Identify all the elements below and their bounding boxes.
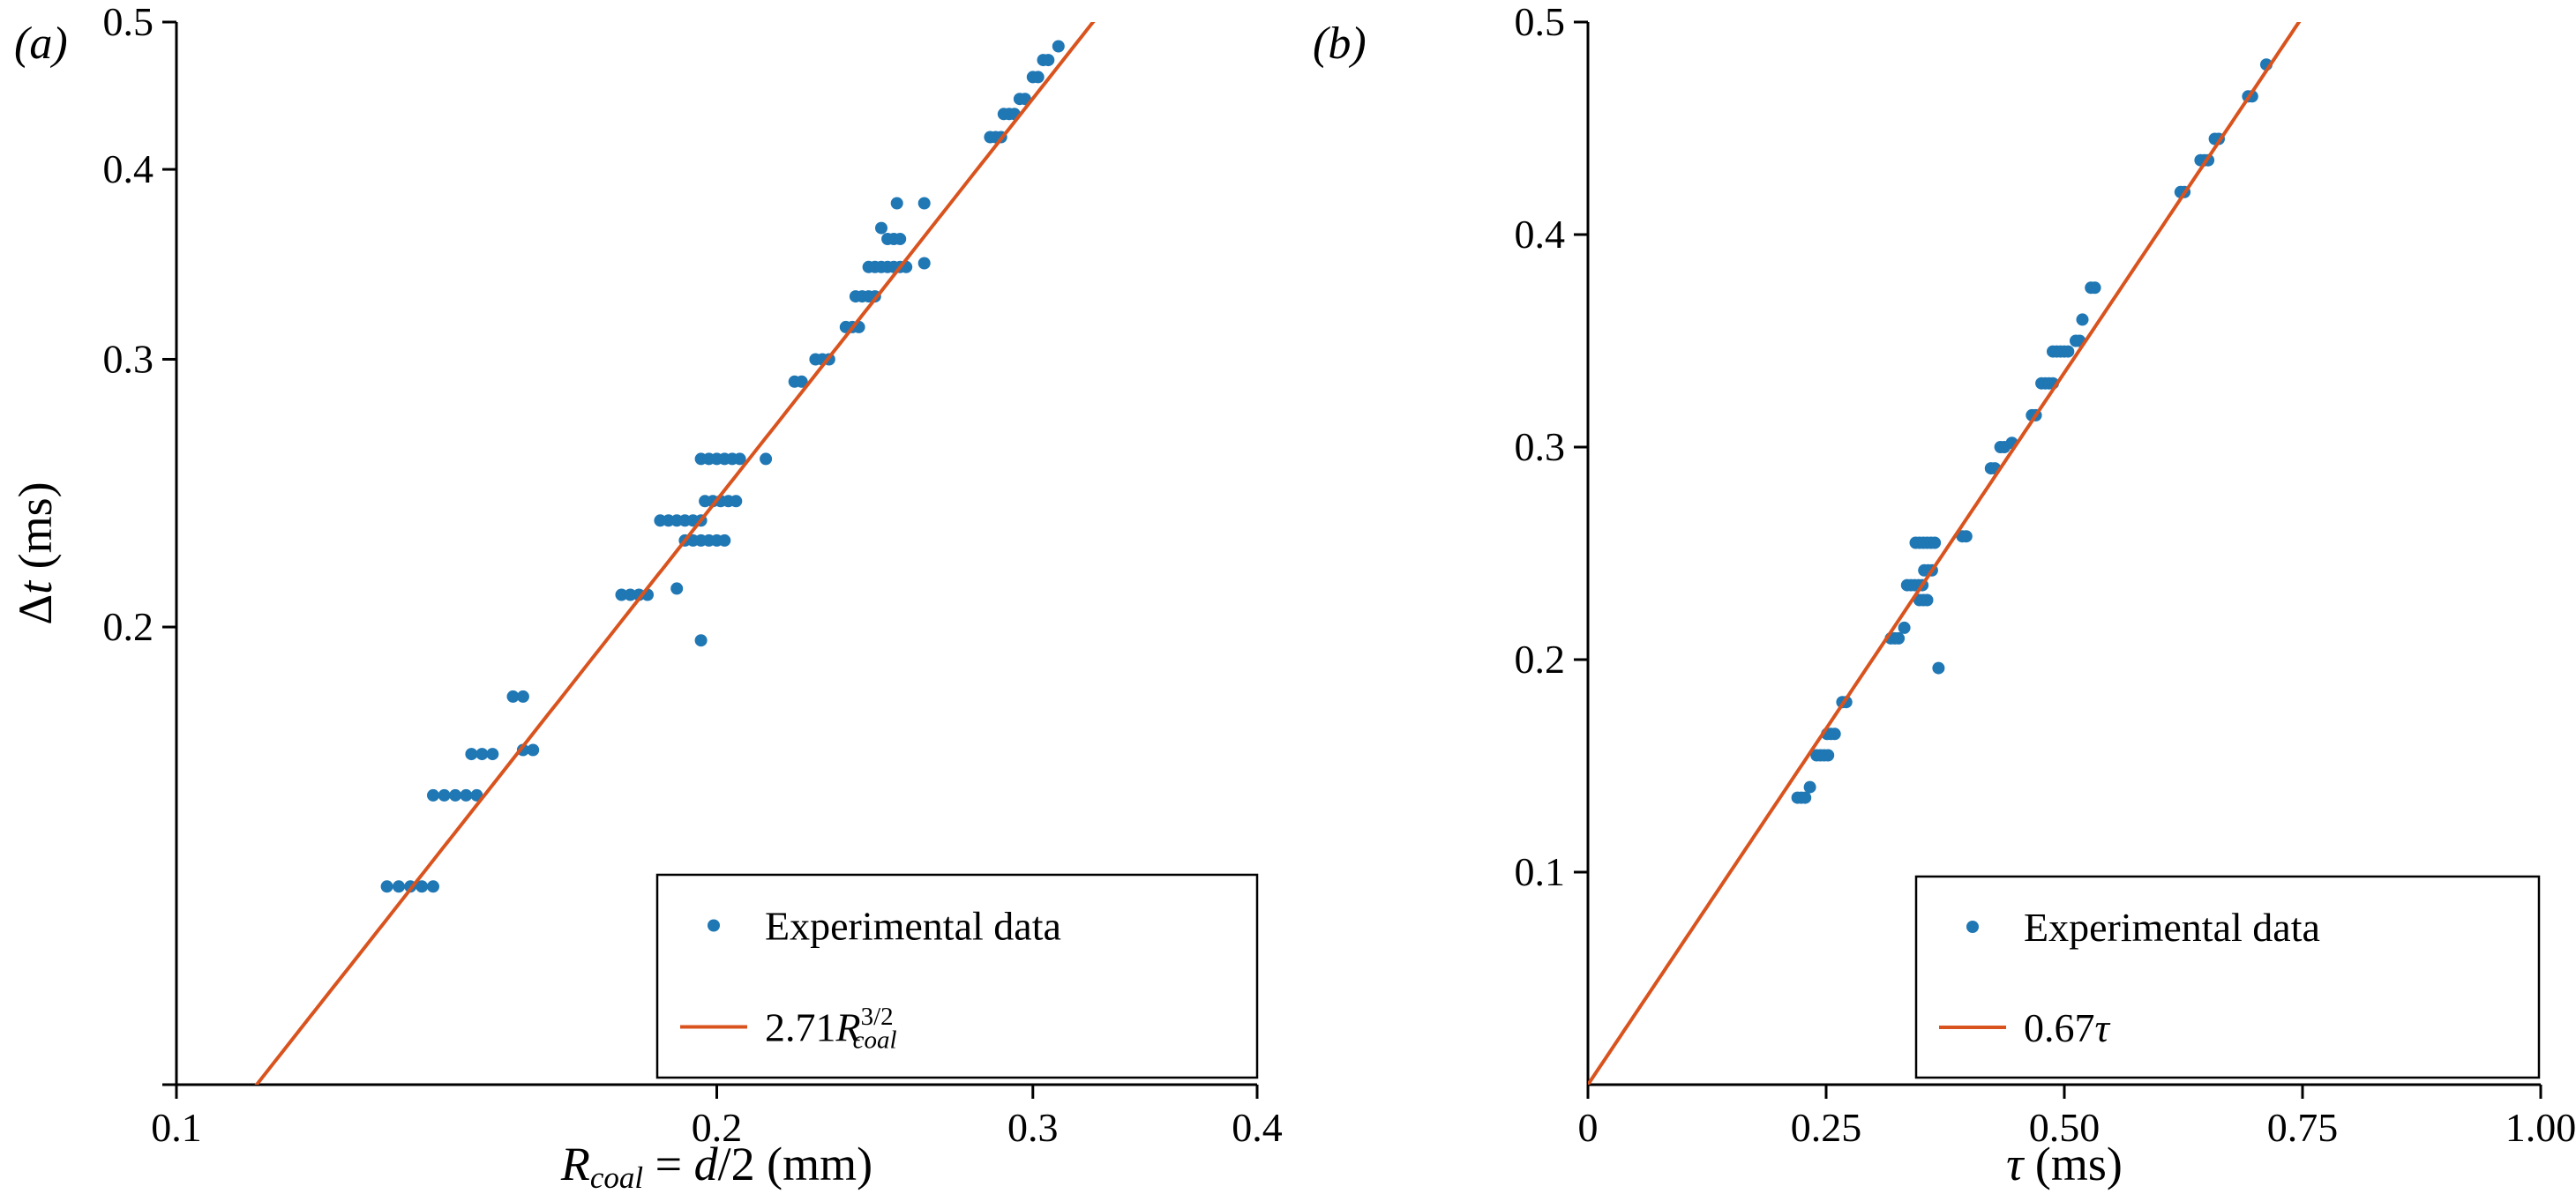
y-tick-label: 0.3 <box>1515 424 1566 469</box>
y-tick-label: 0.1 <box>1515 849 1566 894</box>
data-point <box>438 788 451 802</box>
y-tick-label: 0.4 <box>1515 212 1566 257</box>
data-point <box>1892 631 1906 645</box>
data-point <box>875 221 887 235</box>
data-point <box>427 788 439 802</box>
data-point <box>1921 593 1934 607</box>
data-point <box>718 534 731 547</box>
legend-entry-label: Experimental data <box>2024 905 2320 950</box>
x-tick-label: 0.50 <box>2029 1105 2100 1150</box>
x-tick-label: 0 <box>1578 1105 1599 1150</box>
data-point <box>1898 621 1911 634</box>
legend-marker-dot <box>1966 921 1979 933</box>
y-tick-label: 0.4 <box>103 146 154 191</box>
plot-data <box>254 22 1096 1085</box>
data-point <box>460 788 473 802</box>
x-tick-label: 0.25 <box>1791 1105 1862 1150</box>
data-point <box>486 748 499 761</box>
y-tick-label: 0.2 <box>103 604 154 649</box>
x-tick-label: 0.4 <box>1232 1105 1283 1150</box>
data-point <box>694 634 708 647</box>
x-tick-label: 0.75 <box>2267 1105 2339 1150</box>
y-tick-label: 0.2 <box>1515 637 1566 682</box>
data-point <box>2062 345 2075 358</box>
legend-marker-dot <box>708 919 720 932</box>
data-point <box>917 197 931 210</box>
data-point <box>527 743 540 757</box>
data-point <box>516 690 529 703</box>
data-point <box>1959 530 1973 543</box>
legend-entry-label: 0.67τ <box>2024 1005 2111 1050</box>
data-point <box>427 880 439 893</box>
data-point <box>1803 780 1816 794</box>
x-axis-title: Rcoal = d/2 (mm) <box>560 1138 872 1194</box>
data-point <box>730 495 743 508</box>
data-point <box>506 690 520 703</box>
data-point <box>733 452 746 466</box>
data-point <box>1042 54 1055 67</box>
panel-label: (a) <box>14 19 68 69</box>
data-point <box>1928 536 1942 549</box>
x-tick-label: 1.00 <box>2505 1105 2576 1150</box>
data-point <box>633 588 646 601</box>
data-point <box>393 880 405 893</box>
data-point <box>624 588 637 601</box>
y-axis-title: Δt (ms) <box>9 481 62 624</box>
data-point <box>1799 791 1812 804</box>
data-point <box>2076 313 2089 326</box>
data-point <box>1822 749 1835 762</box>
fit-line <box>1588 22 2302 1085</box>
x-tick-label: 0.3 <box>1007 1105 1059 1150</box>
legend-entry-label: Experimental data <box>765 904 1061 949</box>
data-point <box>449 788 462 802</box>
data-point <box>760 452 773 466</box>
data-point <box>516 743 529 757</box>
data-point <box>1031 71 1045 84</box>
data-point <box>795 375 808 388</box>
plot-data <box>1588 22 2302 1085</box>
x-tick-label: 0.1 <box>151 1105 202 1150</box>
legend-box <box>655 873 1259 1079</box>
data-point <box>476 748 489 761</box>
data-point <box>615 588 628 601</box>
data-point <box>1828 728 1841 741</box>
legend-box <box>1914 875 2541 1079</box>
y-tick-label: 0.5 <box>103 0 154 44</box>
data-point <box>670 582 684 595</box>
fit-line <box>254 22 1096 1085</box>
data-point <box>917 257 931 270</box>
x-tick-label: 0.2 <box>692 1105 743 1150</box>
data-point <box>890 197 903 210</box>
data-point <box>2088 281 2101 295</box>
data-point <box>1932 661 1945 675</box>
y-tick-label: 0.3 <box>103 336 154 381</box>
x-axis-title: τ (ms) <box>2006 1138 2123 1190</box>
y-tick-label: 0.5 <box>1515 0 1566 44</box>
panel-label: (b) <box>1313 19 1367 69</box>
legend-entry-label: 2.71R3/2 coal <box>765 1003 897 1054</box>
panel-b: 0 0.25 0.50 0.75 1.00 0.5 0.4 0.3 0.2 0.1 τ (ms) (b… <box>1313 0 2576 1190</box>
data-point <box>1052 40 1065 53</box>
data-point <box>465 748 478 761</box>
data-point <box>380 880 393 893</box>
data-point <box>894 233 907 245</box>
data-point <box>416 880 429 893</box>
